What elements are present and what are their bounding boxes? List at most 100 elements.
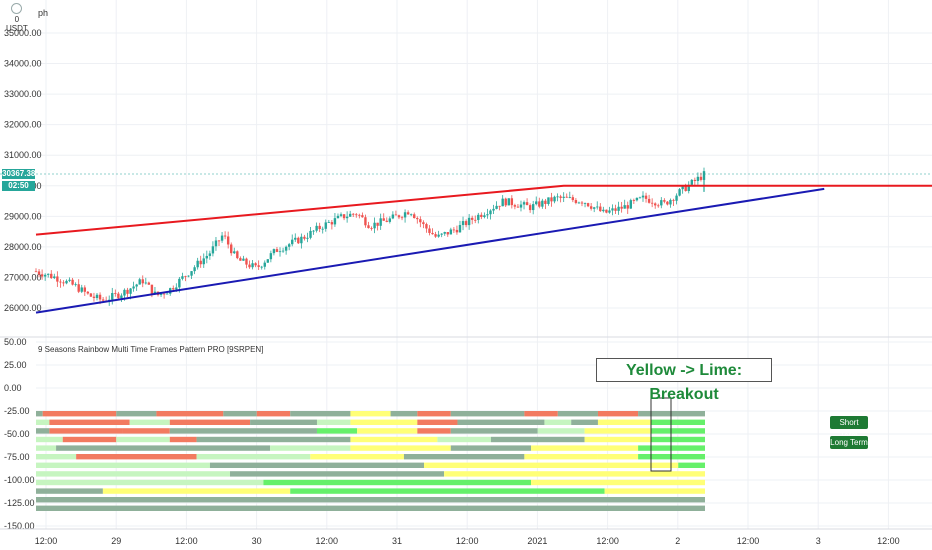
time-tick-label: 30 <box>252 536 262 546</box>
candle-body <box>547 197 550 204</box>
ribbon-segment <box>524 411 558 417</box>
candle-body <box>114 293 117 294</box>
candle-body <box>474 219 477 221</box>
candle-body <box>663 200 666 202</box>
indicator-tick-label: -150.00 <box>4 521 35 531</box>
candle-body <box>455 229 459 233</box>
candle-body <box>516 206 520 208</box>
candle-body <box>83 287 87 292</box>
price-tick-label: 29000.00 <box>4 211 42 221</box>
candle-body <box>614 208 617 211</box>
candle-body <box>211 246 215 254</box>
candle-body <box>202 258 205 265</box>
candle-body <box>379 218 382 226</box>
candle-body <box>364 217 367 226</box>
ribbon-segment <box>450 411 525 417</box>
candle-body <box>416 218 419 220</box>
current-price-tag: 30367.38 <box>2 169 36 179</box>
long-term-label[interactable]: Long Term <box>830 436 868 449</box>
candle-body <box>184 276 187 278</box>
ribbon-segment <box>424 462 679 468</box>
candle-body <box>214 240 218 247</box>
candle-body <box>37 271 41 275</box>
candle-body <box>199 260 202 265</box>
candle-body <box>205 255 209 259</box>
ribbon-segment <box>76 454 197 460</box>
candle-body <box>294 237 297 240</box>
ribbon-segment <box>49 419 130 425</box>
ribbon-segment <box>102 488 291 494</box>
trendlines[interactable] <box>35 184 932 314</box>
candle-body <box>263 262 266 267</box>
ribbon-segment <box>36 445 57 451</box>
candle-body <box>403 212 407 218</box>
lower-trendline[interactable] <box>35 187 825 314</box>
price-tick-label: 27000.00 <box>4 272 42 282</box>
indicator-title[interactable]: 9 Seasons Rainbow Multi Time Frames Patt… <box>38 345 264 354</box>
ribbon-segment <box>537 428 585 434</box>
candle-body <box>504 198 507 206</box>
candle-body <box>187 275 190 277</box>
breakout-highlight-box[interactable] <box>650 397 672 472</box>
candle-body <box>519 204 523 208</box>
short-term-label[interactable]: Short Term <box>830 416 868 440</box>
price-tick-label: 35000.00 <box>4 28 42 38</box>
ribbon-segment <box>350 436 438 443</box>
symbol-badge[interactable]: 0 USDT <box>6 3 28 33</box>
ribbon-segment <box>316 419 351 425</box>
candle-body <box>59 281 62 283</box>
candle-body <box>589 206 593 209</box>
candle-body <box>251 263 254 268</box>
ribbon-segment <box>350 445 451 451</box>
candle-body <box>449 229 453 235</box>
price-tick-label: 34000.00 <box>4 59 42 69</box>
ribbon-segment <box>256 411 291 417</box>
ribbon-segment <box>36 411 43 417</box>
candle-body <box>434 234 437 237</box>
ribbon-segment <box>196 436 351 443</box>
candle-body <box>620 206 623 209</box>
price-tick-label: 31000.00 <box>4 150 42 160</box>
candle-body <box>95 294 99 299</box>
ribbon-segment <box>357 428 418 434</box>
ribbon-segment <box>350 411 391 417</box>
ribbon-segment <box>524 454 598 460</box>
candle-body <box>458 225 462 233</box>
candle-body <box>556 196 559 198</box>
indicator-tick-label: -100.00 <box>4 475 35 485</box>
time-tick-label: 3 <box>816 536 821 546</box>
candle-body <box>175 287 178 290</box>
ribbon-segment <box>638 454 705 460</box>
candle-body <box>47 273 50 275</box>
candle-body <box>370 228 373 229</box>
symbol-line2: USDT <box>6 24 28 33</box>
candle-body <box>586 203 590 207</box>
rainbow-ribbons <box>36 411 705 511</box>
candle-body <box>467 217 471 226</box>
candle-body <box>321 228 324 230</box>
upper-trendline[interactable] <box>35 184 932 236</box>
candle-body <box>559 196 562 198</box>
symbol-line1: 0 <box>14 15 20 24</box>
candle-body <box>580 202 584 204</box>
candle-body <box>693 179 697 182</box>
candle-body <box>272 249 276 254</box>
candle-body <box>266 259 270 263</box>
time-tick-label: 12:00 <box>596 536 619 546</box>
ribbon-segment <box>544 419 572 425</box>
indicator-tick-label: -125.00 <box>4 498 35 508</box>
candle-body <box>406 212 410 215</box>
candle-body <box>34 271 38 273</box>
ribbon-segment <box>490 436 585 443</box>
candle-body <box>318 225 321 229</box>
breakout-annotation[interactable]: Yellow -> Lime: Breakout <box>596 358 772 403</box>
candle-body <box>446 232 449 235</box>
ribbon-segment <box>196 454 311 460</box>
candle-body <box>681 186 684 190</box>
candle-body <box>647 198 651 203</box>
indicator-tick-label: -75.00 <box>4 452 30 462</box>
ribbon-segment <box>36 497 705 503</box>
indicator-tick-label: -25.00 <box>4 406 30 416</box>
candle-body <box>617 206 620 211</box>
